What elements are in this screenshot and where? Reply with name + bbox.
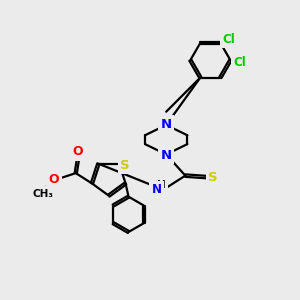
Text: CH₃: CH₃ [32,189,53,199]
Text: S: S [120,159,130,172]
Text: N: N [152,183,162,196]
Text: Cl: Cl [233,56,246,69]
Text: H: H [157,180,165,190]
Text: N: N [160,118,172,131]
Text: O: O [48,172,59,185]
Text: Cl: Cl [223,33,236,46]
Text: S: S [208,171,218,184]
Text: O: O [73,146,83,158]
Text: N: N [160,148,172,161]
